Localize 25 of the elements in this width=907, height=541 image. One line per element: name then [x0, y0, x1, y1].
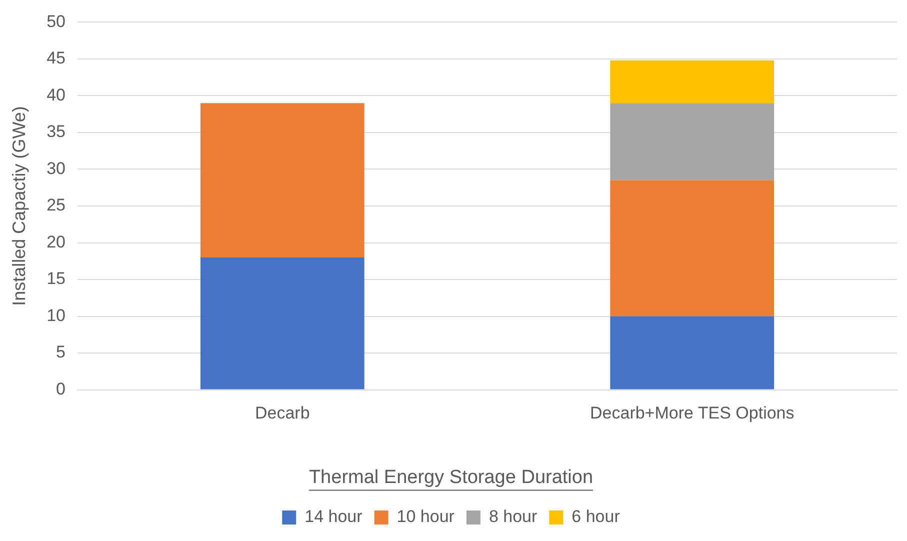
- y-axis-title: Installed Capactiy (GWe): [8, 106, 29, 306]
- y-tick-label: 45: [46, 48, 66, 68]
- legend-label: 8 hour: [488, 507, 538, 526]
- y-tick-label: 35: [46, 122, 66, 142]
- x-tick-label: Decarb+More TES Options: [590, 404, 794, 423]
- y-tick-label: 15: [46, 269, 66, 288]
- y-tick-label: 30: [46, 158, 66, 178]
- y-tick-label: 50: [46, 12, 66, 31]
- y-tick-label: 40: [46, 85, 66, 104]
- y-tick-label: 20: [46, 232, 66, 252]
- y-tick-label: 10: [46, 306, 66, 325]
- legend-label: 14 hour: [304, 507, 363, 526]
- x-tick-label: Decarb: [254, 404, 310, 423]
- bar: [200, 103, 364, 258]
- y-tick-label: 25: [46, 196, 66, 215]
- bar: [610, 60, 774, 104]
- bar: [610, 316, 774, 390]
- bar: [200, 257, 364, 390]
- legend-title: Thermal Energy Storage Duration: [308, 466, 594, 488]
- legend-label: 6 hour: [572, 507, 620, 526]
- y-tick-label: 0: [56, 379, 66, 398]
- legend-label: 10 hour: [396, 507, 455, 526]
- bar: [610, 103, 774, 180]
- y-tick-label: 5: [56, 342, 66, 362]
- bar: [610, 180, 774, 316]
